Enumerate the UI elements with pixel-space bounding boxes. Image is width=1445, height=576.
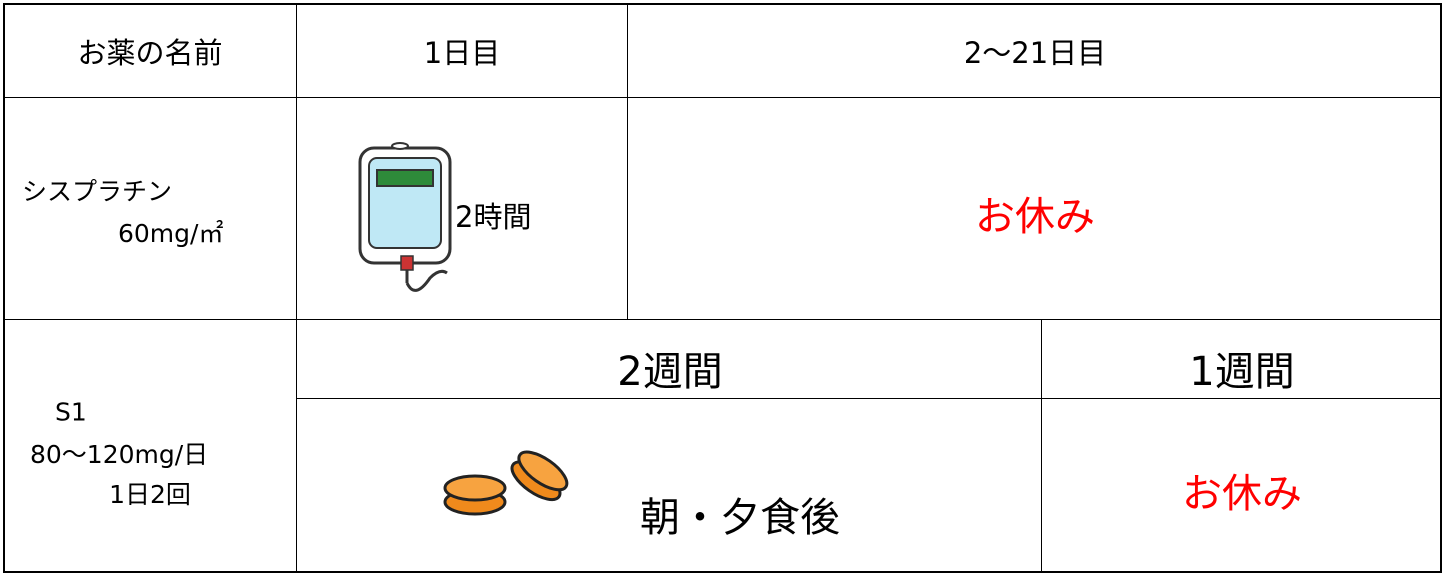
rest: お休み — [975, 194, 1095, 240]
pills-icon — [443, 450, 569, 516]
border — [296, 3, 297, 573]
border — [3, 3, 1442, 5]
timing: 朝・夕食後 — [640, 495, 840, 541]
period: 2週間 — [617, 349, 723, 395]
border — [627, 3, 628, 320]
drug-name: シスプラチン — [22, 177, 173, 206]
period: 1週間 — [1189, 349, 1295, 395]
drug-name: S1 — [55, 397, 87, 427]
iv-bag-icon — [358, 142, 452, 292]
header-cell: 2〜21日目 — [963, 36, 1107, 70]
border — [3, 3, 5, 573]
header-cell: 1日目 — [423, 36, 501, 70]
header-cell: お薬の名前 — [77, 36, 223, 70]
drug-dose: 80〜120mg/日 — [30, 440, 209, 469]
rest: お休み — [1182, 471, 1302, 517]
border — [1041, 319, 1042, 573]
border — [3, 97, 1442, 98]
border — [297, 398, 1442, 399]
border — [1440, 3, 1442, 573]
border — [3, 319, 1442, 320]
duration: 2時間 — [455, 200, 532, 234]
drug-dose: 60mg/㎡ — [118, 219, 224, 248]
border — [3, 571, 1442, 573]
drug-frequency: 1日2回 — [109, 480, 191, 509]
